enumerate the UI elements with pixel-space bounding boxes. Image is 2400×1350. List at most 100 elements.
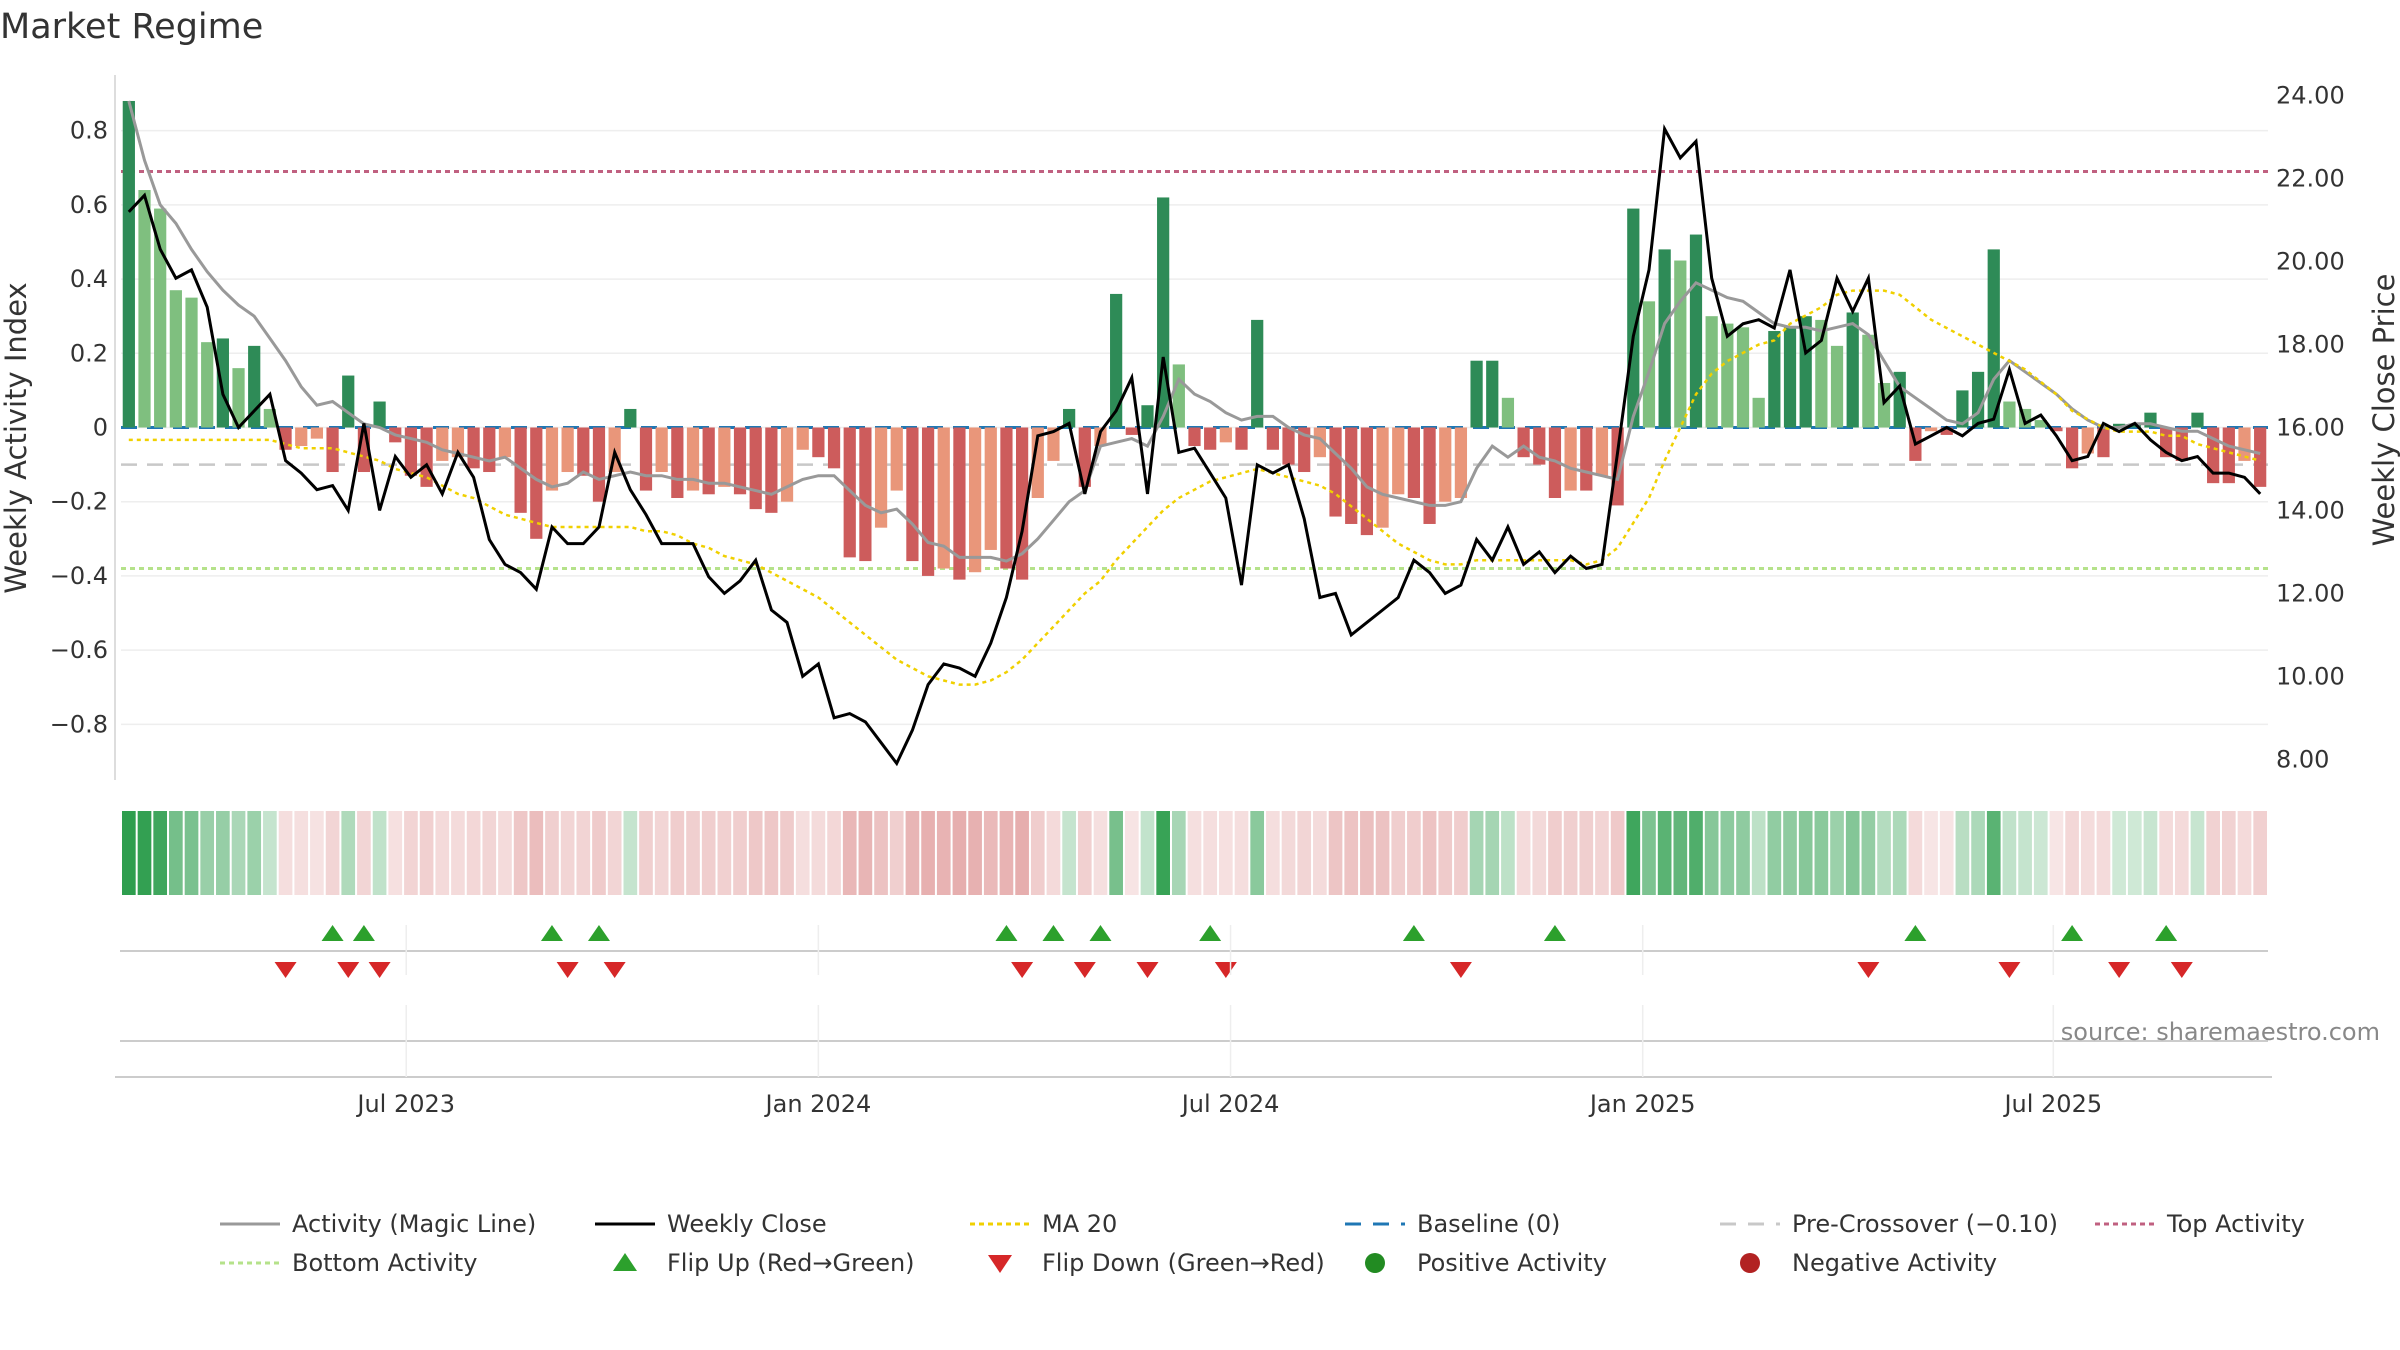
regime-strip-cell [999, 811, 1014, 895]
regime-strip-cell [1877, 811, 1891, 895]
regime-strip-cell [607, 811, 622, 895]
regime-strip-cell [263, 811, 277, 895]
activity-bar [1611, 427, 1624, 506]
regime-strip-cell [1595, 811, 1609, 895]
flip-down-marker [274, 962, 297, 978]
left-tick-label: 0.8 [70, 117, 108, 145]
right-tick-label: 20.00 [2276, 248, 2345, 276]
regime-strip-cell [748, 811, 763, 895]
activity-bar [2113, 423, 2126, 428]
regime-strip-cell [2018, 811, 2032, 895]
regime-strip-cell [1171, 811, 1186, 895]
flip-up-marker [352, 925, 375, 941]
activity-bar [765, 427, 778, 513]
activity-bar [733, 427, 747, 495]
x-axis: Jul 2023 Jan 2024 Jul 2024 Jan 2025 Jul 2025 [355, 925, 2102, 1118]
regime-strip-cell [1077, 811, 1092, 895]
right-tick-label: 12.00 [2276, 579, 2345, 607]
regime-strip-cell [670, 811, 685, 895]
x-tick-label: Jul 2023 [355, 1090, 455, 1118]
activity-bar [1251, 319, 1264, 428]
legend-label: Bottom Activity [292, 1249, 477, 1277]
activity-bar [639, 427, 653, 491]
flip-down-marker [1998, 962, 2021, 978]
activity-bar [953, 427, 966, 580]
activity-bar [1360, 427, 1373, 536]
activity-bar [1971, 371, 1985, 428]
flip-down-marker [1857, 962, 1880, 978]
regime-strip-cell [1908, 811, 1923, 895]
legend-label: Activity (Magic Line) [292, 1210, 536, 1238]
regime-strip-cell [2237, 811, 2252, 895]
regime-strip-cell [1751, 811, 1766, 895]
regime-strip-cell [341, 811, 356, 895]
regime-strip-cell [1391, 811, 1406, 895]
regime-strip-cell [560, 811, 575, 895]
activity-bar [1815, 319, 1828, 428]
regime-strip-cell [1124, 811, 1139, 895]
x-tick-label: Jul 2025 [2002, 1090, 2102, 1118]
regime-strip-cell [169, 811, 183, 895]
activity-bar [1313, 427, 1326, 458]
flip-up-marker [540, 925, 563, 941]
regime-strip-cell [2033, 811, 2048, 895]
regime-strip-cell [1783, 811, 1797, 895]
ma20-line [128, 289, 2261, 686]
activity-bar [890, 427, 903, 491]
right-tick-label: 24.00 [2276, 82, 2345, 110]
activity-bar [436, 427, 449, 461]
activity-bar [827, 427, 841, 469]
regime-strip-cell [1845, 811, 1860, 895]
regime-strip-cell [1250, 811, 1265, 895]
regime-strip-cell [686, 811, 700, 895]
legend-swatch [988, 1255, 1012, 1273]
activity-bar [1517, 427, 1530, 458]
regime-strip-cell [2206, 811, 2220, 895]
regime-strip-cell [247, 811, 262, 895]
regime-strip-cell [2190, 811, 2205, 895]
regime-strip-cell [1281, 811, 1296, 895]
left-y-axis: −0.8 −0.6 −0.4 −0.2 0 0.2 0.4 0.6 0.8 [50, 117, 108, 739]
activity-bar [1658, 249, 1671, 428]
regime-strip-cell [952, 811, 967, 895]
regime-strip-cell [1407, 811, 1421, 895]
activity-bar [1219, 427, 1232, 443]
regime-strip-cell [795, 811, 810, 895]
regime-strip-cell [1563, 811, 1578, 895]
activity-bar [1000, 427, 1013, 569]
right-axis-title: Weekly Close Price [2367, 274, 2400, 547]
regime-strip-cell [1360, 811, 1374, 895]
legend-swatch [1365, 1253, 1385, 1273]
flip-down-marker [2170, 962, 2193, 978]
regime-strip-cell [184, 811, 199, 895]
activity-bar [1298, 427, 1311, 473]
regime-strip-cell [1830, 811, 1844, 895]
activity-bar [1063, 408, 1076, 428]
activity-bar [577, 427, 590, 476]
activity-bar [2222, 427, 2235, 484]
right-tick-label: 16.00 [2276, 414, 2345, 442]
legend-swatch [1740, 1253, 1760, 1273]
regime-strip-cell [874, 811, 888, 895]
activity-bar [530, 427, 543, 539]
activity-bar [2191, 412, 2204, 428]
regime-strip-cell [513, 811, 528, 895]
regime-strip-cell [1798, 811, 1813, 895]
regime-strip-cell [639, 811, 653, 895]
activity-bar [1564, 427, 1577, 491]
activity-bar [342, 375, 355, 428]
activity-bar [122, 100, 135, 428]
activity-bar [451, 427, 465, 458]
regime-strip-cell [780, 811, 794, 895]
activity-bar [1877, 382, 1891, 428]
activity-bar [201, 342, 214, 428]
regime-strip-cell [231, 811, 246, 895]
legend-label: Flip Down (Green→Red) [1042, 1249, 1325, 1277]
activity-bar [1768, 331, 1781, 428]
flip-down-marker [368, 962, 391, 978]
regime-strip-cell [1626, 811, 1641, 895]
regime-strip-cell [2221, 811, 2236, 895]
flip-down-marker [1136, 962, 1159, 978]
activity-bar [185, 297, 198, 428]
legend-label: Flip Up (Red→Green) [667, 1249, 915, 1277]
